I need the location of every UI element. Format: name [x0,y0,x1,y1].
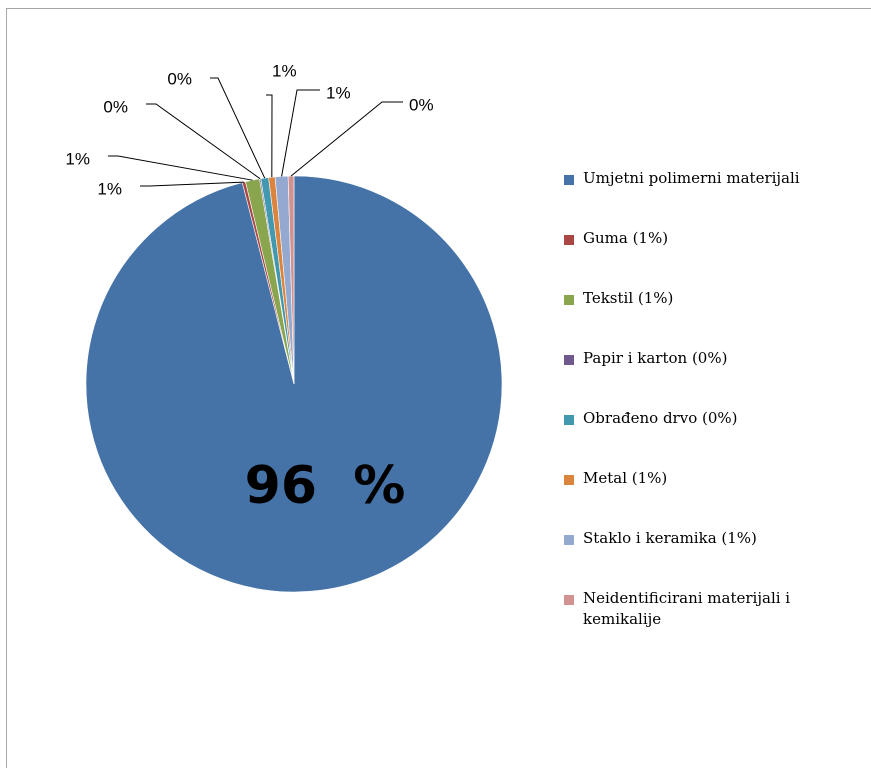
leader-line-6 [281,89,320,177]
legend-swatch [564,415,574,425]
leader-line-5 [266,94,273,178]
legend-item: Metal (1%) [564,468,868,489]
legend-swatch [564,235,574,245]
legend-label: Umjetni polimerni materijali [583,169,800,187]
main-slice-label: 96 % [245,456,406,516]
legend-label: Neidentificirani materijali i kemikalije [583,589,791,628]
slice-data-label-1: 1% [97,179,122,198]
leader-line-2 [108,155,253,181]
leader-line-3 [146,103,261,180]
slice-data-label-5: 1% [272,61,297,80]
legend-label: Staklo i keramika (1%) [583,529,757,547]
legend-swatch [564,475,574,485]
legend-swatch [564,175,574,185]
legend-item: Umjetni polimerni materijali [564,168,868,189]
legend-swatch [564,595,574,605]
legend-label: Obrađeno drvo (0%) [583,409,738,427]
legend-label: Metal (1%) [583,469,668,487]
slice-data-label-7: 0% [409,95,434,114]
legend-item: Papir i karton (0%) [564,348,868,369]
leader-line-7 [290,101,403,177]
legend-swatch [564,295,574,305]
legend-label: Guma (1%) [583,229,669,247]
chart-frame [6,8,871,768]
pie-slices [85,175,503,593]
legend-label: Papir i karton (0%) [583,349,728,367]
leader-line-1 [140,181,244,187]
slice-data-label-2: 1% [65,149,90,168]
legend-item: Tekstil (1%) [564,288,868,309]
legend-swatch [564,355,574,365]
legend-item: Guma (1%) [564,228,868,249]
leader-lines [108,77,403,187]
slice-data-label-4: 0% [167,69,192,88]
legend-swatch [564,535,574,545]
legend-item: Staklo i keramika (1%) [564,528,868,549]
legend-label: Tekstil (1%) [583,289,674,307]
slice-data-label-3: 0% [103,97,128,116]
legend-item: Obrađeno drvo (0%) [564,408,868,429]
callout-labels: 1% 1% 0% 0% 1% 1% 0% [65,61,433,198]
legend-item: Neidentificirani materijali i kemikalije [564,588,868,630]
leader-line-4 [210,77,266,179]
slice-data-label-6: 1% [326,83,351,102]
